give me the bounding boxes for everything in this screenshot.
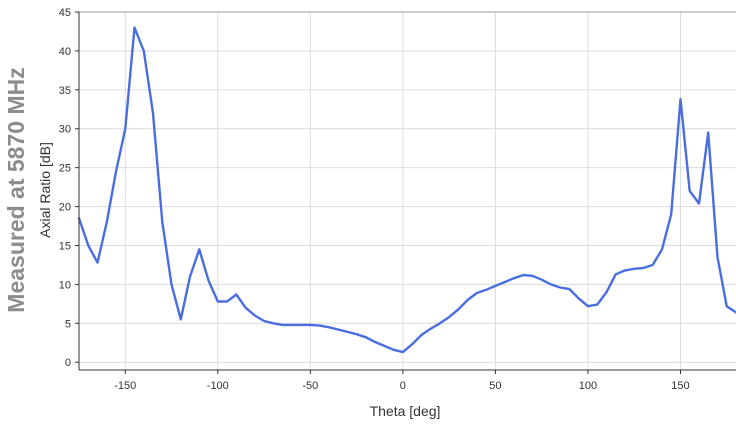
- x-tick-label: -50: [302, 380, 318, 392]
- x-tick-label: -100: [207, 380, 229, 392]
- y-axis-title: Axial Ratio [dB]: [37, 142, 53, 238]
- grid-layer: [79, 12, 736, 370]
- y-tick-label: 30: [59, 124, 71, 136]
- x-tick-label: 50: [489, 380, 501, 392]
- y-tick-label: 20: [59, 202, 71, 214]
- y-tick-label: 35: [59, 85, 71, 97]
- x-tick-label: 0: [400, 380, 406, 392]
- y-tick-label: 10: [59, 279, 71, 291]
- y-tick-label: 0: [65, 357, 71, 369]
- y-tick-label: 15: [59, 240, 71, 252]
- axis-layer: [78, 12, 736, 371]
- y-tick-label: 25: [59, 163, 71, 175]
- y-tick-label: 5: [65, 318, 71, 330]
- x-tick-label: -150: [114, 380, 136, 392]
- axial-ratio-series-line: [77, 26, 736, 354]
- tick-layer: -150 -100 -50 0 50 100 150 0 5 10 15 20 25 30 35 40 45: [59, 7, 690, 392]
- y-tick-label: 45: [59, 7, 71, 19]
- x-tick-label: 100: [579, 380, 597, 392]
- measurement-frequency-label: Measured at 5870 MHz: [3, 67, 29, 312]
- y-tick-label: 40: [59, 46, 71, 58]
- x-tick-label: 150: [671, 380, 689, 392]
- series-layer: [77, 26, 736, 354]
- x-axis-title: Theta [deg]: [370, 403, 441, 419]
